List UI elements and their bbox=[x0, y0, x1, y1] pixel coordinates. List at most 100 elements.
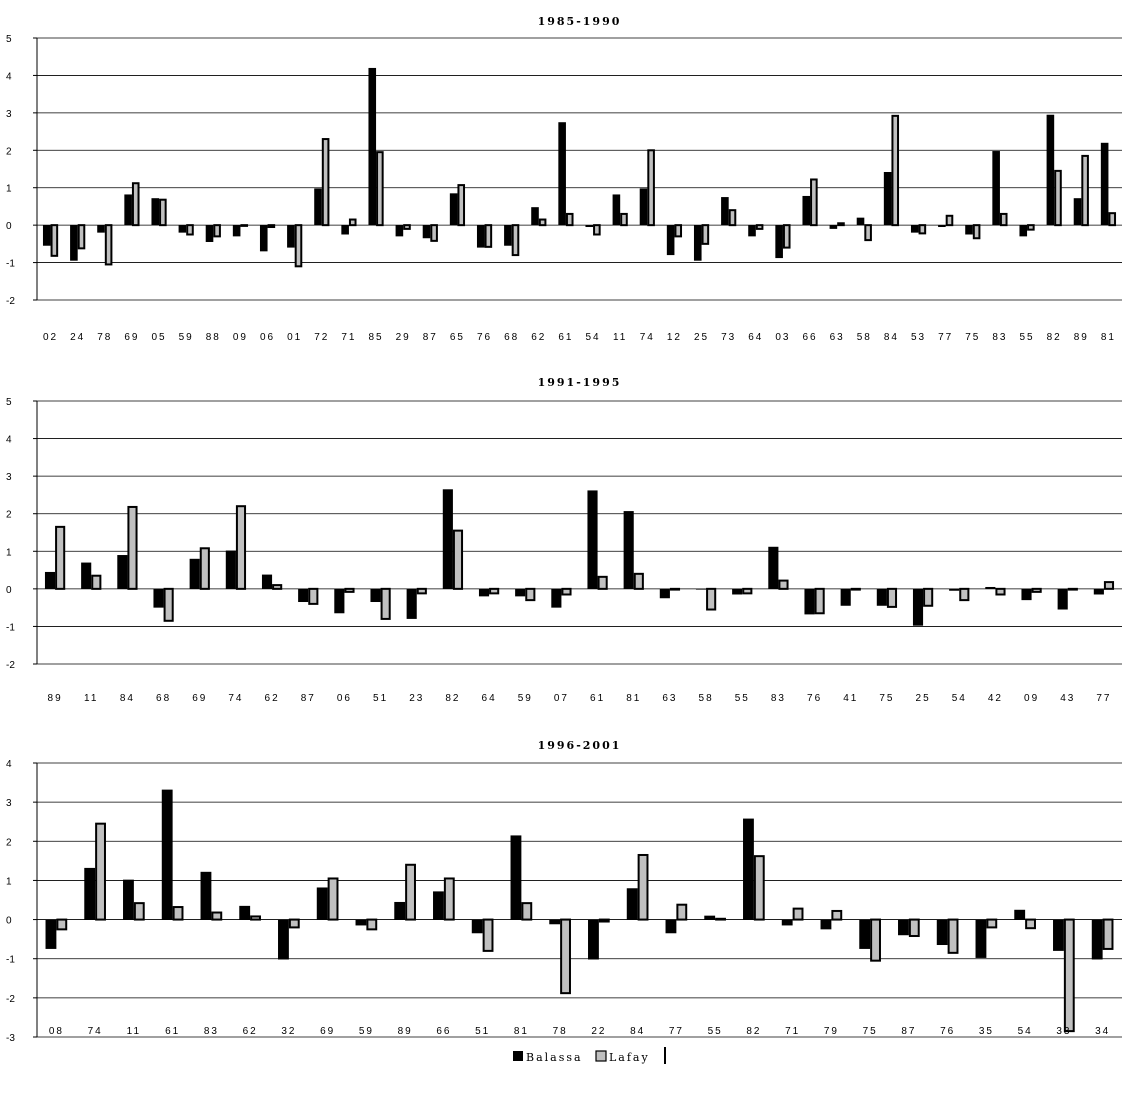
bar-lafay bbox=[131, 182, 140, 227]
x-tick-label: 06 bbox=[337, 693, 352, 704]
bar-lafay bbox=[676, 903, 688, 921]
x-tick-label: 75 bbox=[863, 1026, 878, 1037]
bar-balassa bbox=[626, 888, 638, 920]
bar-balassa bbox=[355, 919, 367, 926]
bar-lafay bbox=[1108, 212, 1117, 227]
bar-balassa bbox=[992, 151, 1000, 226]
bar-balassa bbox=[639, 188, 648, 226]
bar-balassa bbox=[876, 588, 887, 606]
bar-balassa bbox=[510, 835, 522, 920]
bar-balassa bbox=[178, 225, 187, 233]
x-tick-label: 11 bbox=[84, 693, 98, 704]
bar-lafay bbox=[538, 218, 547, 227]
bar-balassa bbox=[287, 225, 295, 248]
bar-lafay bbox=[199, 547, 210, 590]
bar-balassa bbox=[558, 122, 566, 226]
bar-lafay bbox=[701, 224, 710, 245]
bar-balassa bbox=[898, 919, 909, 936]
bar-lafay bbox=[792, 907, 804, 921]
x-tick-label: 69 bbox=[124, 332, 139, 343]
x-tick-label: 41 bbox=[843, 693, 858, 704]
legend-swatch-lafay bbox=[595, 1050, 607, 1062]
bar-lafay bbox=[870, 918, 881, 962]
legend: Balassa Lafay bbox=[513, 1047, 666, 1064]
chart-title: 1996-2001 bbox=[538, 739, 622, 752]
x-tick-label: 34 bbox=[1095, 1026, 1110, 1037]
y-tick-label: 4 bbox=[6, 759, 12, 770]
bar-lafay bbox=[837, 222, 845, 227]
bar-balassa bbox=[471, 919, 483, 934]
x-tick-label: 81 bbox=[626, 693, 641, 704]
bar-balassa bbox=[449, 193, 458, 226]
bar-lafay bbox=[1067, 587, 1078, 591]
x-tick-label: 54 bbox=[1018, 1026, 1033, 1037]
x-tick-label: 87 bbox=[901, 1026, 916, 1037]
y-tick-label: -2 bbox=[6, 296, 15, 307]
bar-balassa bbox=[200, 871, 212, 920]
bar-lafay bbox=[669, 587, 681, 591]
bar-balassa bbox=[936, 919, 948, 946]
bar-lafay bbox=[511, 224, 520, 257]
x-tick-label: 79 bbox=[824, 1026, 839, 1037]
bar-balassa bbox=[394, 901, 406, 920]
bar-balassa bbox=[153, 588, 164, 608]
y-tick-label: 5 bbox=[6, 397, 12, 408]
x-tick-label: 11 bbox=[127, 1026, 141, 1037]
bar-lafay bbox=[56, 918, 68, 931]
bar-lafay bbox=[923, 587, 934, 607]
bar-balassa bbox=[442, 489, 453, 589]
x-tick-label: 68 bbox=[156, 693, 171, 704]
bar-lafay bbox=[308, 587, 319, 605]
bar-lafay bbox=[1054, 169, 1062, 227]
bar-balassa bbox=[820, 919, 832, 930]
bar-lafay bbox=[525, 587, 536, 602]
x-tick-label: 73 bbox=[721, 332, 736, 343]
x-tick-label: 68 bbox=[504, 332, 519, 343]
bar-lafay bbox=[647, 149, 655, 227]
bar-balassa bbox=[161, 789, 173, 920]
bar-lafay bbox=[416, 587, 427, 595]
bar-balassa bbox=[1093, 588, 1104, 595]
bar-lafay bbox=[240, 224, 249, 227]
bar-lafay bbox=[443, 877, 455, 921]
x-tick-label: 72 bbox=[314, 332, 329, 343]
x-tick-label: 53 bbox=[911, 332, 926, 343]
x-tick-label: 61 bbox=[590, 693, 605, 704]
bar-balassa bbox=[259, 225, 268, 252]
bar-balassa bbox=[938, 225, 946, 228]
bar-balassa bbox=[478, 588, 490, 597]
bar-lafay bbox=[999, 212, 1008, 227]
bar-balassa bbox=[743, 818, 754, 920]
bar-lafay bbox=[831, 909, 843, 921]
x-tick-label: 55 bbox=[735, 693, 750, 704]
bar-lafay bbox=[959, 587, 970, 602]
bar-lafay bbox=[366, 918, 378, 931]
bar-lafay bbox=[376, 151, 384, 227]
bar-lafay bbox=[850, 587, 861, 591]
x-tick-label: 55 bbox=[708, 1026, 723, 1037]
bar-balassa bbox=[585, 225, 594, 228]
legend-swatch-balassa bbox=[513, 1051, 523, 1061]
chart-title: 1991-1995 bbox=[538, 376, 622, 389]
x-tick-label: 62 bbox=[265, 693, 280, 704]
bar-balassa bbox=[151, 198, 160, 226]
x-tick-label: 42 bbox=[988, 693, 1003, 704]
bar-balassa bbox=[804, 588, 815, 615]
y-tick-label: 4 bbox=[6, 71, 12, 82]
x-tick-label: 81 bbox=[514, 1026, 529, 1037]
bar-lafay bbox=[778, 579, 789, 590]
bar-lafay bbox=[452, 529, 464, 590]
bar-lafay bbox=[133, 902, 145, 921]
x-tick-label: 76 bbox=[807, 693, 822, 704]
bar-balassa bbox=[189, 558, 200, 589]
x-tick-label: 89 bbox=[1074, 332, 1089, 343]
bar-balassa bbox=[666, 225, 675, 256]
y-tick-label: 5 bbox=[6, 34, 12, 45]
bar-balassa bbox=[1057, 588, 1068, 610]
x-tick-label: 09 bbox=[233, 332, 248, 343]
bar-balassa bbox=[239, 905, 251, 920]
x-tick-label: 71 bbox=[341, 332, 356, 343]
y-tick-label: 1 bbox=[6, 876, 12, 887]
bar-balassa bbox=[395, 225, 404, 237]
